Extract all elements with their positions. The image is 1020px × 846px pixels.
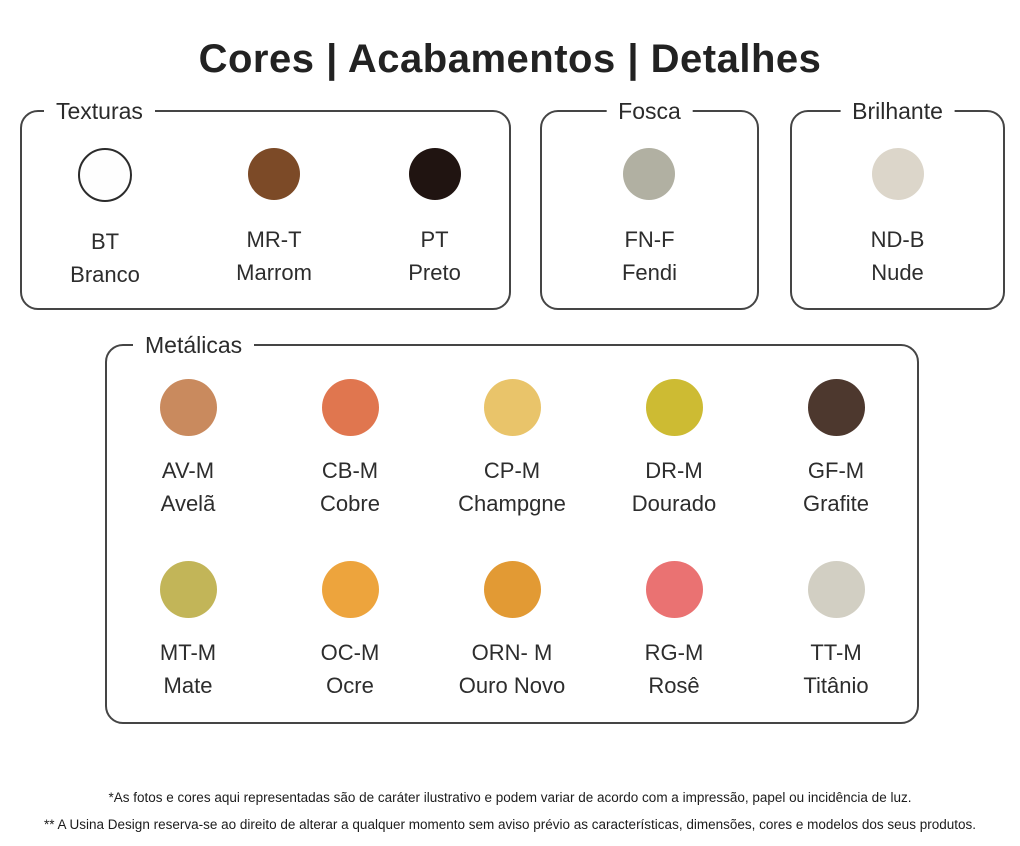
swatch-code: AV-M <box>161 458 215 483</box>
swatch-name: Titânio <box>803 673 869 698</box>
swatch-name: Rosê <box>648 673 700 698</box>
footnote-rights-disclaimer: ** A Usina Design reserva-se ao direito … <box>44 817 976 832</box>
swatch-name: Nude <box>871 260 924 285</box>
group-label-texturas: Texturas <box>44 96 155 126</box>
swatch-item-avm: AV-M Avelã <box>107 379 269 517</box>
swatch-item-ocm: OC-M Ocre <box>269 561 431 699</box>
swatch-row-brilhante: ND-B Nude <box>792 112 1003 308</box>
group-label-fosca: Fosca <box>606 96 693 126</box>
swatch-name: Preto <box>408 260 461 285</box>
swatch-item-mrt: MR-T Marrom <box>236 148 312 286</box>
swatch-item-mtm: MT-M Mate <box>107 561 269 699</box>
color-swatch <box>645 561 703 618</box>
swatch-code: MR-T <box>246 227 302 252</box>
color-swatch <box>871 148 924 200</box>
swatch-item-cpm: CP-M Champgne <box>431 379 593 517</box>
color-swatch <box>159 561 217 618</box>
swatch-name: Grafite <box>802 491 870 516</box>
swatch-item-rgm: RG-M Rosê <box>593 561 755 699</box>
color-swatch <box>408 148 461 200</box>
swatch-item-fnf: FN-F Fendi <box>622 148 677 286</box>
swatch-code: MT-M <box>159 640 217 665</box>
swatch-grid-metalicas: AV-M Avelã CB-M Cobre CP-M Champgne DR-M Dourad… <box>107 346 917 699</box>
color-swatch <box>623 148 676 200</box>
group-label-metalicas: Metálicas <box>133 330 255 360</box>
swatch-item-gfm: GF-M Grafite <box>755 379 917 517</box>
color-swatch <box>321 379 379 436</box>
swatch-name: Fendi <box>621 260 678 285</box>
page-title: Cores | Acabamentos | Detalhes <box>198 36 822 81</box>
color-swatch <box>807 561 865 618</box>
swatch-code: DR-M <box>645 458 703 483</box>
swatch-item-cbm: CB-M Cobre <box>269 379 431 517</box>
color-swatch <box>248 148 301 200</box>
swatch-item-pt: PT Preto <box>408 148 461 286</box>
swatch-item-ornm: ORN- M Ouro Novo <box>431 561 593 699</box>
color-swatch <box>78 148 132 202</box>
color-swatch <box>483 379 541 436</box>
color-swatch <box>321 561 379 618</box>
swatch-code: BT <box>90 229 120 254</box>
swatch-code: ND-B <box>870 227 925 252</box>
color-swatch <box>483 561 541 618</box>
swatch-code: FN-F <box>624 227 675 252</box>
swatch-item-ttm: TT-M Titânio <box>755 561 917 699</box>
swatch-code: OC-M <box>320 640 380 665</box>
color-swatch <box>159 379 217 436</box>
group-box-brilhante: Brilhante ND-B Nude <box>790 96 1005 310</box>
swatch-code: CP-M <box>483 458 541 483</box>
swatch-code: GF-M <box>807 458 865 483</box>
swatch-row-fosca: FN-F Fendi <box>542 112 757 308</box>
footnote-photos-disclaimer: *As fotos e cores aqui representadas são… <box>108 790 912 805</box>
swatch-name: Dourado <box>631 491 717 516</box>
group-box-metalicas: Metálicas AV-M Avelã CB-M Cobre CP-M Champgne… <box>105 330 919 724</box>
swatch-item-ndb: ND-B Nude <box>870 148 925 286</box>
swatch-code: PT <box>420 227 449 252</box>
swatch-name: Champgne <box>458 491 566 516</box>
swatch-row-texturas: BT Branco MR-T Marrom PT Preto <box>22 112 509 308</box>
swatch-name: Avelã <box>160 491 216 516</box>
swatch-name: Marrom <box>236 260 312 285</box>
swatch-name: Ocre <box>326 673 374 698</box>
group-box-fosca: Fosca FN-F Fendi <box>540 96 759 310</box>
swatch-code: ORN- M <box>471 640 553 665</box>
swatch-item-drm: DR-M Dourado <box>593 379 755 517</box>
swatch-name: Branco <box>70 262 140 287</box>
swatch-code: RG-M <box>644 640 704 665</box>
group-box-texturas: Texturas BT Branco MR-T Marrom PT Preto <box>20 96 511 310</box>
swatch-name: Cobre <box>320 491 380 516</box>
swatch-name: Ouro Novo <box>458 673 566 698</box>
color-swatch <box>645 379 703 436</box>
group-label-brilhante: Brilhante <box>840 96 955 126</box>
swatch-name: Mate <box>163 673 213 698</box>
swatch-code: TT-M <box>810 640 862 665</box>
swatch-code: CB-M <box>321 458 379 483</box>
color-swatch <box>807 379 865 436</box>
swatch-item-bt: BT Branco <box>70 148 140 288</box>
